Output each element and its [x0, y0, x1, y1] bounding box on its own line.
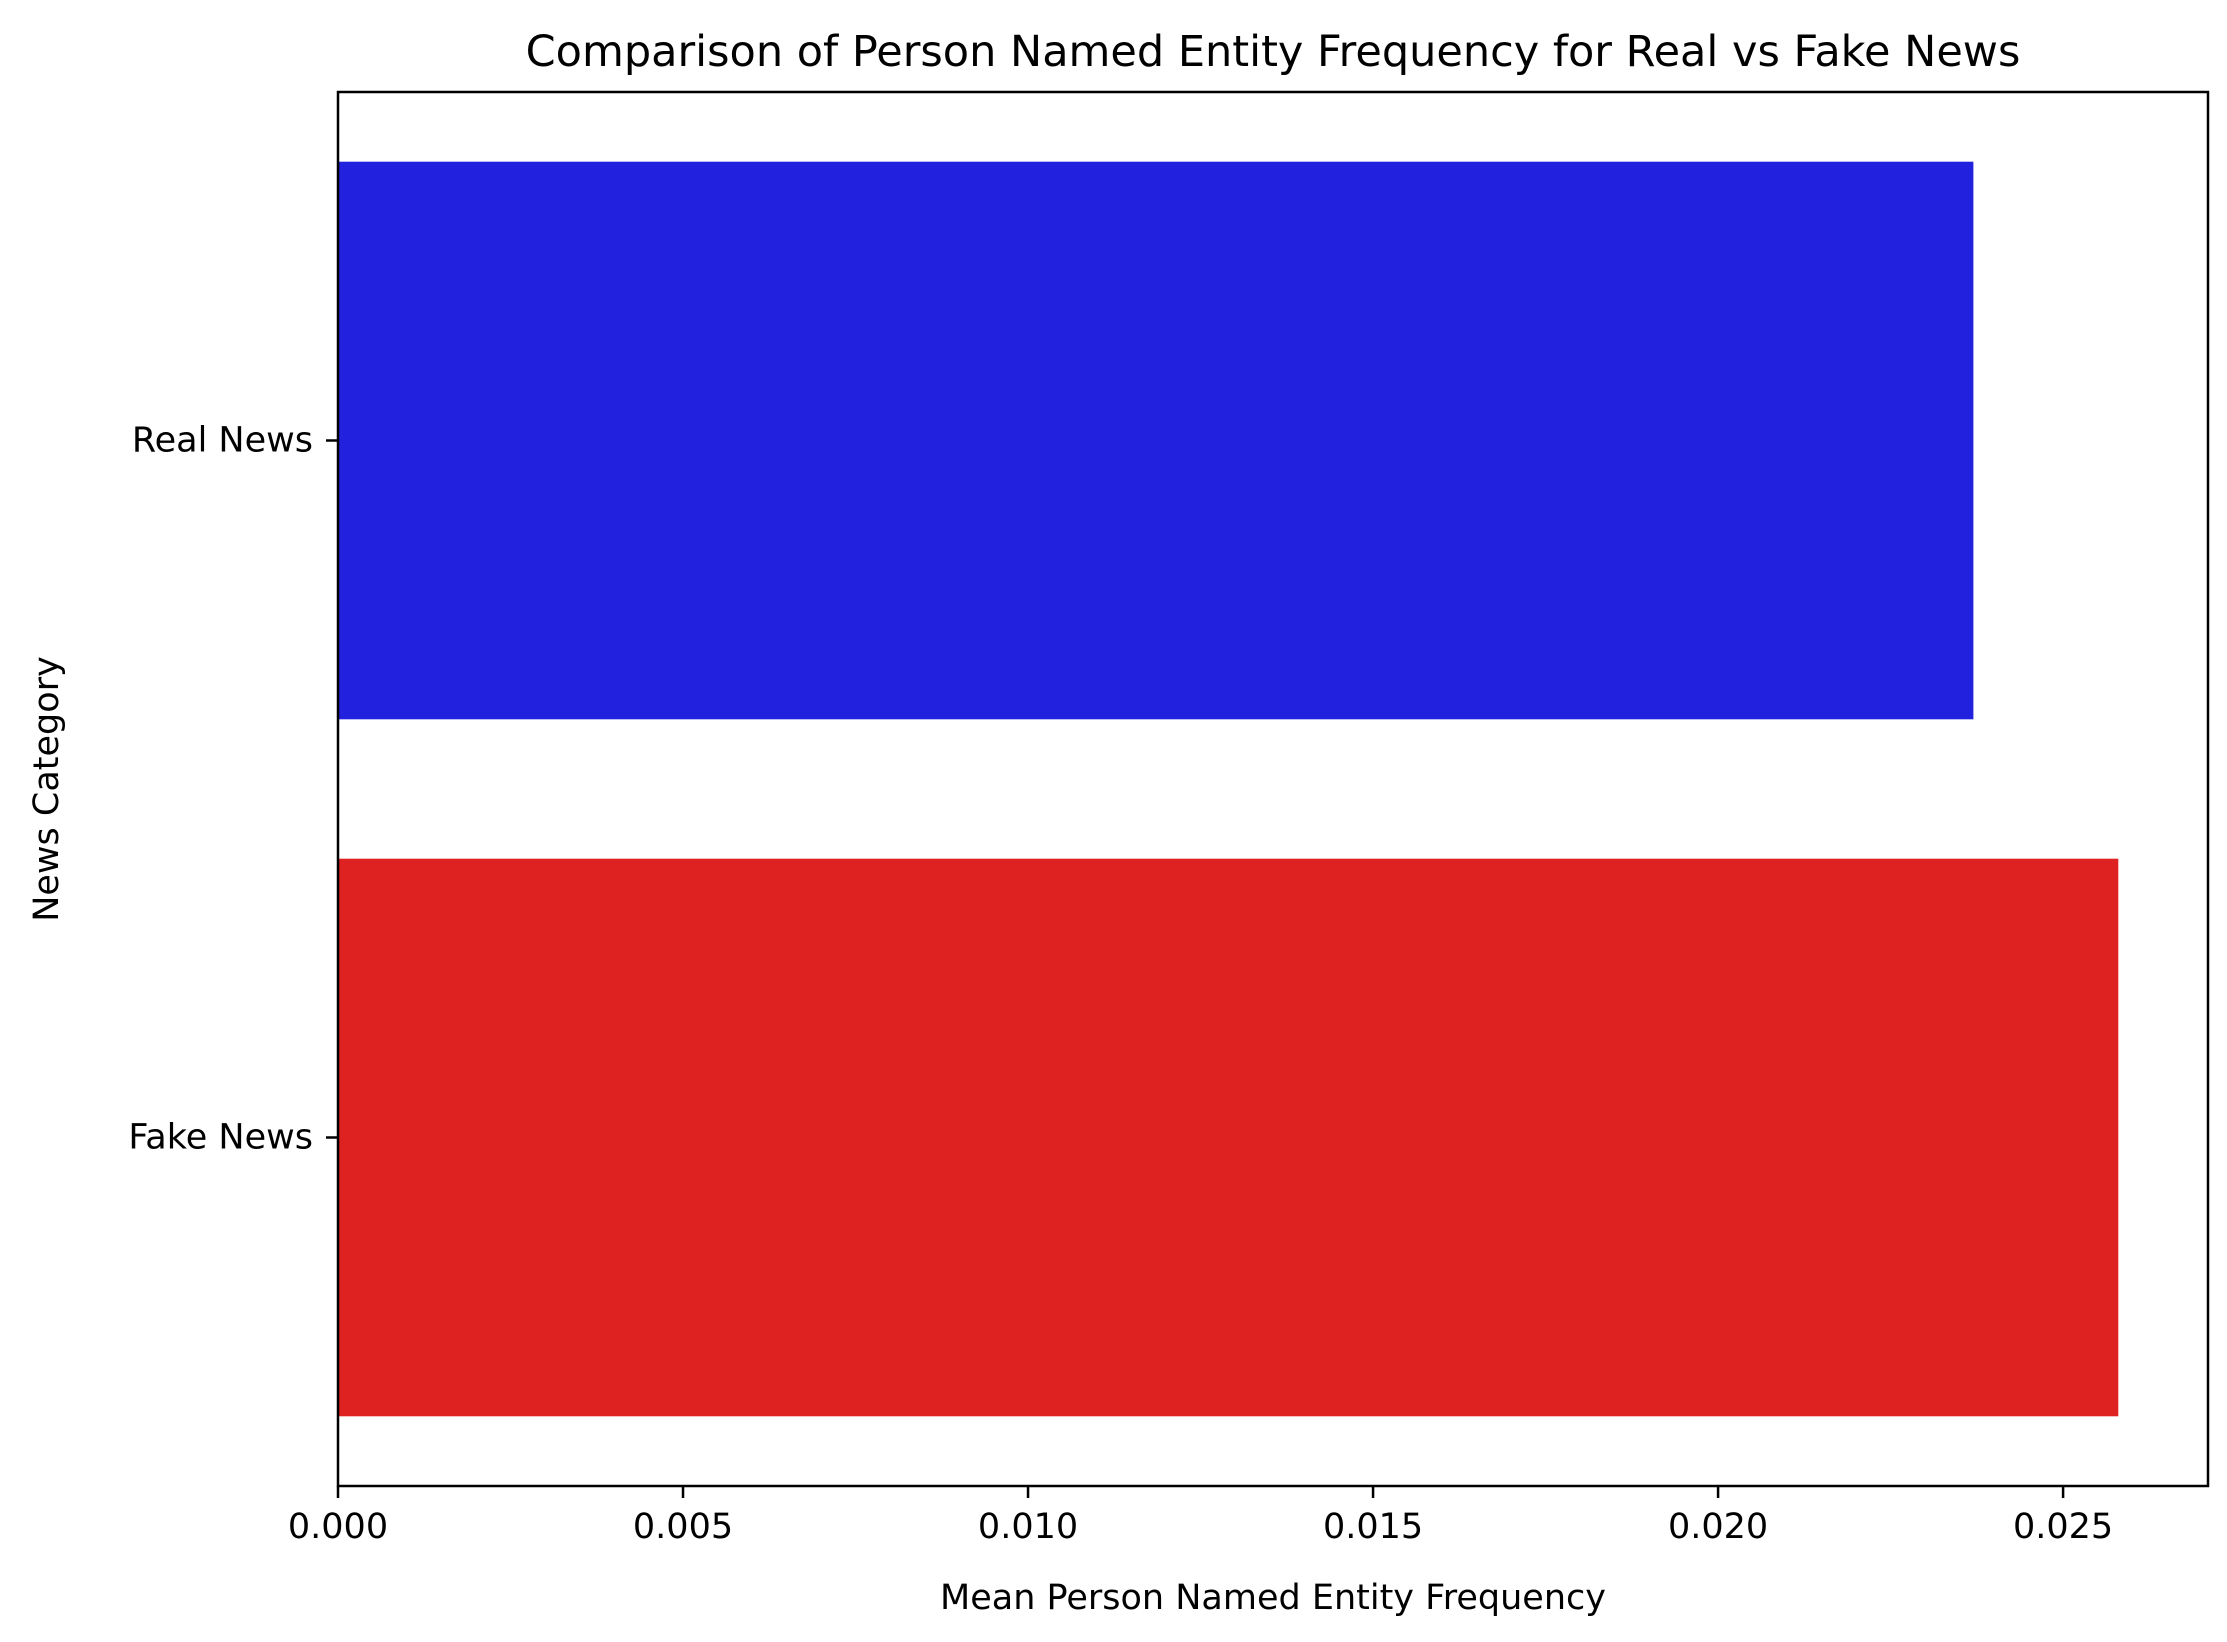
y-tick-label: Real News — [132, 421, 313, 461]
x-tick-label: 0.025 — [2013, 1507, 2113, 1547]
x-tick-label: 0.020 — [1668, 1507, 1768, 1547]
plot-frame — [336, 90, 2210, 1488]
y-axis-label: News Category — [27, 656, 67, 922]
bars-layer — [338, 161, 2119, 1417]
y-tick-label: Fake News — [128, 1118, 313, 1158]
x-tick-label: 0.000 — [288, 1507, 388, 1547]
chart-title: Comparison of Person Named Entity Freque… — [526, 27, 2021, 77]
x-tick-label: 0.005 — [633, 1507, 733, 1547]
bar-fake-news — [338, 858, 2119, 1417]
ticks-layer: Real News Fake News 0.000 0.005 0.010 0.015 0.… — [128, 421, 2113, 1548]
x-tick-label: 0.015 — [1323, 1507, 1423, 1547]
x-tick-label: 0.010 — [978, 1507, 1078, 1547]
x-axis-label: Mean Person Named Entity Frequency — [940, 1578, 1606, 1618]
bar-real-news — [338, 161, 1974, 720]
